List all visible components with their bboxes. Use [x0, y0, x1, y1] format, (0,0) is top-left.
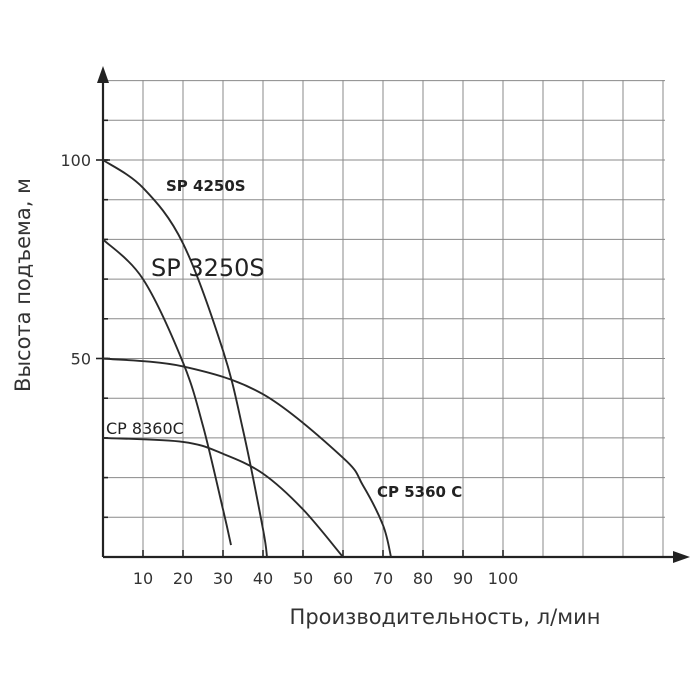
- x-tick-label: 90: [453, 569, 473, 588]
- series-label-cp-5360-c: CP 5360 C: [377, 483, 462, 501]
- x-tick-label: 30: [213, 569, 233, 588]
- x-tick-label: 100: [488, 569, 519, 588]
- curve-cp-8360c: [102, 436, 344, 558]
- series-label-sp-4250s: SP 4250S: [166, 177, 246, 195]
- labels: SP 4250S SP 3250S CP 5360 C CP 8360C: [106, 177, 462, 501]
- series-label-sp-3250s: SP 3250S: [151, 254, 265, 282]
- x-tick-label: 80: [413, 569, 433, 588]
- curve-cp-5360-c: [102, 357, 392, 558]
- y-tick-label: 100: [60, 151, 91, 170]
- x-tick-label: 70: [373, 569, 393, 588]
- x-tick-label: 40: [253, 569, 273, 588]
- y-axis-arrow: [97, 66, 109, 83]
- x-tick-label: 20: [173, 569, 193, 588]
- x-tick-label: 60: [333, 569, 353, 588]
- y-axis-title: Высота подъема, м: [11, 178, 35, 392]
- x-tick-label: 50: [293, 569, 313, 588]
- series-label-cp-8360c: CP 8360C: [106, 419, 184, 438]
- x-tick-label: 10: [133, 569, 153, 588]
- curves: [102, 159, 392, 558]
- x-axis-title: Производительность, л/мин: [290, 605, 601, 629]
- x-axis-arrow: [673, 551, 690, 563]
- y-tick-label: 50: [71, 350, 91, 369]
- curve-sp-3250s: [102, 238, 232, 546]
- ticks: 10 20 30 40 50 60 70 80 90 100 50 100: [60, 79, 519, 588]
- curve-sp-4250s: [102, 159, 268, 558]
- grid: [103, 80, 665, 557]
